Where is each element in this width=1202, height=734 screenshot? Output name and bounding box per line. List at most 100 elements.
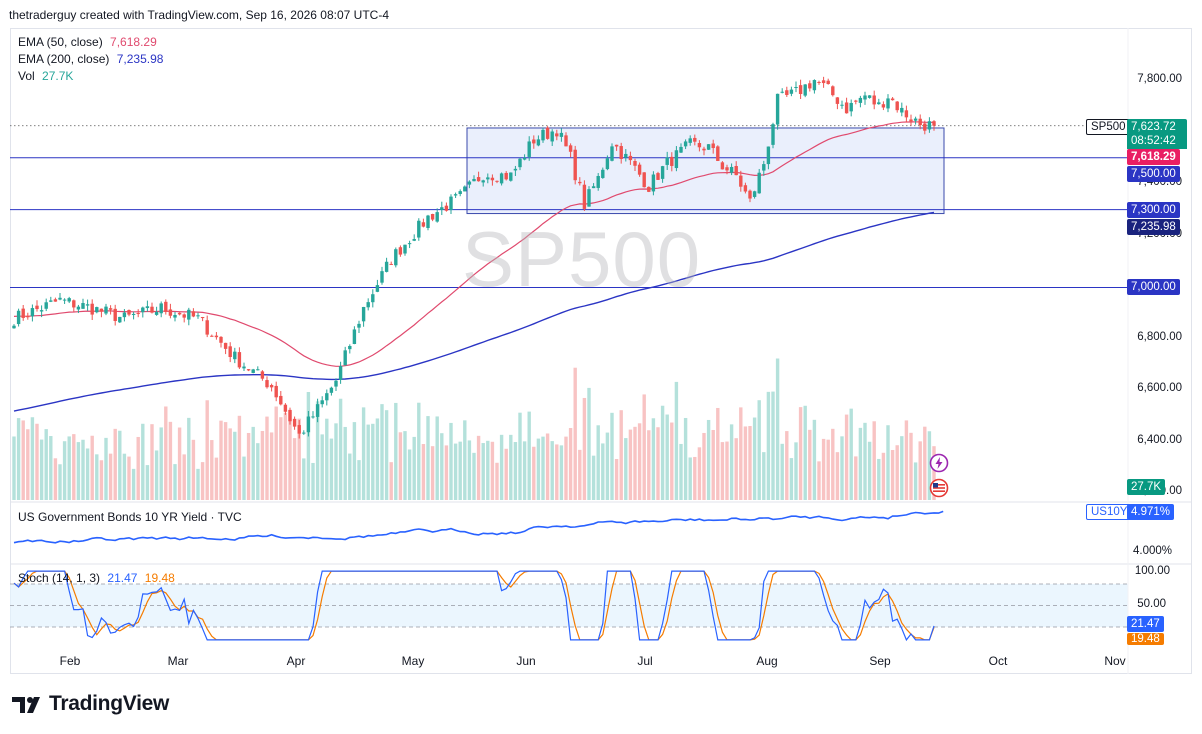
candle-body [559, 132, 564, 137]
volume-bar [118, 430, 122, 500]
candle-body [118, 316, 122, 323]
tradingview-logo[interactable]: TradingView [12, 692, 169, 716]
candle-body [334, 380, 338, 387]
candle-body [26, 315, 30, 318]
bond-symbol-tag: US10Y [1086, 504, 1133, 520]
candle-body [854, 100, 858, 102]
candle [499, 172, 504, 186]
x-tick-label: Apr [286, 654, 306, 668]
candle-body [817, 81, 821, 83]
candle [610, 143, 614, 162]
volume-bar [403, 431, 407, 500]
volume-bar [173, 464, 177, 500]
chart-attribution: thetraderguy created with TradingView.co… [9, 8, 389, 22]
candle-body [803, 84, 807, 96]
candle-body [624, 153, 628, 158]
ema50-legend[interactable]: EMA (50, close) 7,618.29 [18, 35, 157, 49]
volume-bar [449, 422, 453, 500]
volume-bar [766, 391, 771, 500]
volume-bar [62, 441, 67, 500]
candle [164, 299, 168, 315]
candle-body [642, 172, 646, 188]
candle [256, 366, 260, 371]
stoch-k-tag: 21.47 [1127, 616, 1164, 632]
candle [619, 142, 623, 164]
volume-bar [541, 436, 545, 500]
candle [762, 160, 766, 176]
candle [39, 305, 44, 318]
candle [895, 101, 899, 113]
candle [522, 154, 527, 161]
candle [338, 361, 343, 384]
volume-bar [187, 417, 191, 500]
volume-bar [219, 420, 223, 500]
volume-bar [265, 416, 269, 500]
candle [476, 171, 481, 182]
candle-body [412, 239, 416, 241]
ema200-legend[interactable]: EMA (200, close) 7,235.98 [18, 52, 163, 66]
candle-body [739, 175, 743, 187]
candle [789, 86, 794, 97]
candle [430, 213, 435, 222]
candle-body [292, 418, 297, 427]
candle [766, 146, 771, 170]
candle [398, 245, 403, 257]
candle-body [794, 87, 798, 89]
lightning-event-icon[interactable] [929, 453, 951, 475]
volume-bar [30, 417, 35, 500]
candle [509, 172, 513, 182]
volume-bar [596, 425, 600, 500]
candle-body [532, 139, 536, 144]
us-flag-event-icon[interactable] [929, 478, 951, 500]
volume-bar [614, 458, 619, 500]
candle-body [394, 249, 398, 266]
volume-bar [706, 419, 711, 500]
candle [177, 312, 182, 316]
candle [923, 120, 927, 135]
volume-bar [329, 438, 334, 500]
stoch-legend[interactable]: Stoch (14, 1, 3) 21.47 19.48 [18, 571, 175, 585]
candle [555, 129, 559, 141]
volume-bar [214, 457, 219, 500]
candle [21, 304, 25, 321]
volume-bar [453, 443, 458, 500]
candle-body [697, 142, 702, 148]
candle [863, 91, 867, 105]
candle-body [274, 385, 278, 398]
volume-bar [831, 428, 835, 500]
candle [458, 189, 462, 197]
x-tick-label: Jul [637, 654, 653, 668]
candle [453, 192, 458, 199]
stoch-k-line [13, 570, 935, 642]
candle [269, 383, 274, 392]
bond-yield-line [13, 510, 944, 544]
candle-body [95, 307, 99, 313]
volume-legend[interactable]: Vol 27.7K [18, 69, 73, 83]
volume-bar [877, 458, 881, 500]
volume-bar [288, 411, 292, 500]
candle [674, 146, 679, 172]
volume-bar [803, 405, 807, 500]
volume-bar [21, 420, 25, 500]
candle-body [568, 145, 573, 152]
symbol-watermark: SP500 [462, 215, 702, 303]
x-tick-label: Sep [869, 654, 891, 668]
volume-bar [306, 392, 311, 500]
candle-body [637, 164, 642, 175]
volume-bar [375, 418, 380, 500]
candle-body [831, 86, 835, 96]
candle [145, 300, 150, 312]
x-tick-label: Feb [59, 654, 81, 668]
tradingview-logo-icon [12, 697, 40, 713]
candle [315, 398, 320, 423]
candle-body [923, 123, 927, 131]
candle [559, 128, 564, 142]
candle [412, 234, 416, 242]
bond-legend[interactable]: US Government Bonds 10 YR Yield · TVC [18, 510, 242, 524]
candle-body [587, 189, 591, 207]
candle [775, 93, 780, 130]
candle [288, 407, 292, 425]
volume-bar [357, 460, 361, 500]
candle [375, 279, 380, 293]
